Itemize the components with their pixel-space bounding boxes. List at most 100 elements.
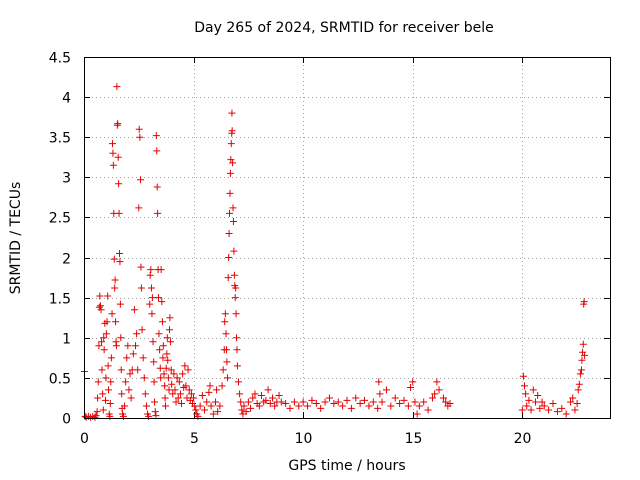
data-point-plus [536,404,544,412]
data-point-plus [148,284,156,292]
data-point-plus [132,342,140,350]
x-tick-label: 5 [190,431,199,447]
data-point-plus [282,400,290,408]
data-point-plus [226,209,234,217]
data-point-plus [222,330,230,338]
data-point-plus [581,351,589,359]
data-point-plus [240,402,248,410]
data-point-plus [277,398,285,406]
data-point-plus [135,125,143,133]
data-point-plus [224,374,232,382]
tick-labels: 0 5 10 15 20 0 0.5 1 1.5 2 2.5 3 3.5 4 4.5 [49,51,532,448]
data-point-plus [571,406,579,414]
data-point-plus [400,396,408,404]
data-point-plus [134,366,142,374]
data-point-plus [164,356,172,364]
data-point-plus [233,346,241,354]
data-point-plus [214,408,222,416]
data-point-plus [124,342,132,350]
data-point-plus [271,402,279,410]
data-point-plus [151,398,159,406]
data-point-plus [99,390,107,398]
data-point-plus [176,390,184,398]
data-point-plus [165,326,173,334]
data-point-plus [531,398,539,406]
data-point-plus [232,310,240,318]
data-point-plus [404,402,412,410]
data-point-plus [118,390,126,398]
data-point-plus [575,380,583,388]
data-point-plus [161,382,169,390]
data-point-plus [107,378,115,386]
data-point-plus [178,400,186,408]
data-point-plus [224,274,232,282]
data-point-plus [221,310,229,318]
data-point-plus [164,374,172,382]
data-point-plus [225,229,233,237]
data-point-plus [109,149,117,157]
data-point-plus [525,396,533,404]
data-point-plus [101,396,109,404]
data-point-plus [172,398,180,406]
data-point-plus [168,380,176,388]
data-point-plus [228,109,236,117]
data-point-plus [116,300,124,308]
data-point-plus [435,386,443,394]
data-point-plus [522,390,530,398]
data-point-plus [213,386,221,394]
x-tick-label: 10 [295,431,313,447]
data-point-plus [236,390,244,398]
data-point-plus [209,410,217,418]
data-point-plus [148,294,156,302]
data-point-plus [428,394,436,402]
data-point-plus [391,394,399,402]
data-point-plus [98,366,106,374]
data-point-plus [334,398,342,406]
y-tick-label: 2.5 [49,211,71,227]
data-point-plus [153,183,161,191]
data-point-plus [166,314,174,322]
data-point-plus [104,292,112,300]
y-tick-label: 0 [62,412,71,428]
data-point-plus [137,284,145,292]
data-point-plus [578,356,586,364]
data-point-plus [446,400,454,408]
x-tick-label: 15 [405,431,423,447]
data-point-plus [93,408,101,416]
data-point-plus [567,398,575,406]
data-point-plus [156,346,164,354]
data-point-plus [116,258,124,266]
data-point-plus [135,204,143,212]
data-point-plus [162,402,170,410]
data-point-plus [157,266,165,274]
data-point-plus [312,400,320,408]
data-point-plus [169,390,177,398]
data-point-plus [325,394,333,402]
data-point-plus [574,386,582,394]
data-point-plus [207,402,215,410]
data-point-plus [233,362,241,370]
data-point-plus [321,398,329,406]
data-point-plus [308,396,316,404]
data-point-plus [527,406,535,414]
data-points [80,83,589,421]
data-point-plus [142,402,150,410]
data-point-plus [578,366,586,374]
data-point-plus [156,364,164,372]
data-point-plus [558,404,566,412]
data-point-plus [227,140,235,148]
data-point-plus [407,384,415,392]
data-point-plus [112,318,120,326]
data-point-plus [129,350,137,358]
data-point-plus [170,370,178,378]
data-point-plus [138,326,146,334]
data-point-plus [212,398,219,406]
data-point-plus [299,398,307,406]
data-point-plus [130,306,138,314]
data-point-plus [230,271,238,279]
data-point-plus [413,410,421,418]
data-point-plus [137,263,145,271]
data-point-plus [127,394,135,402]
data-point-plus [161,394,169,402]
data-point-plus [158,318,166,326]
